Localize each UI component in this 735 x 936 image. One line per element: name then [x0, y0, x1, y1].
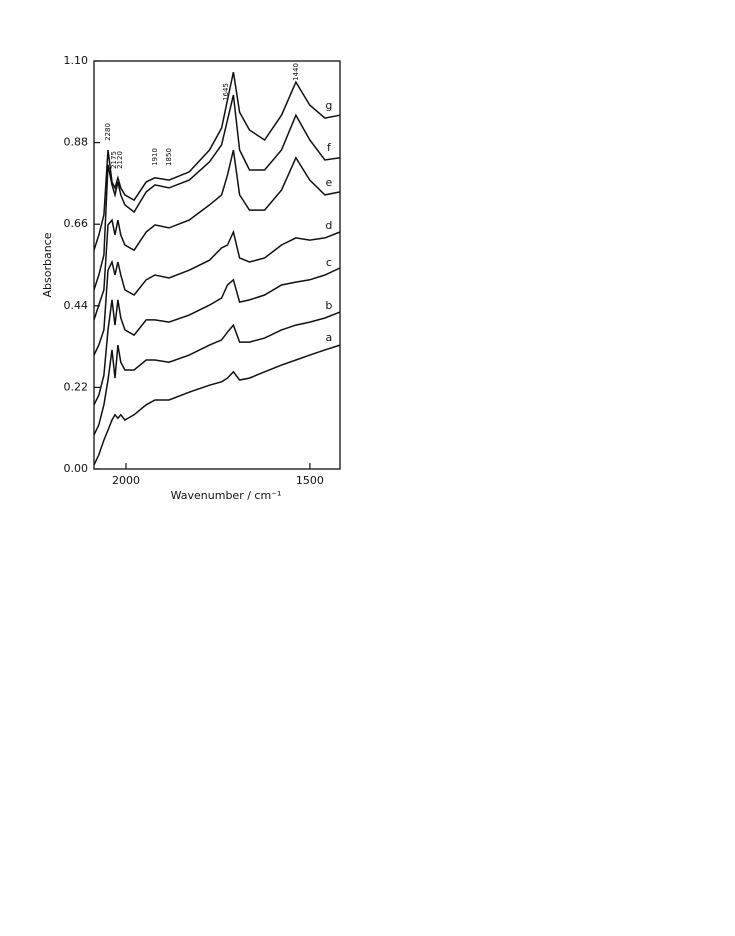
- x-tick-label: 1500: [296, 474, 324, 487]
- peak-annotation: 1440: [292, 63, 300, 81]
- peak-annotation: 2280: [104, 123, 112, 141]
- y-tick-label: 0.00: [64, 462, 89, 475]
- peak-annotation: 1910: [151, 148, 159, 166]
- peak-annotation: 1645: [222, 83, 230, 101]
- series-label: a: [326, 331, 333, 344]
- series-label: d: [325, 219, 332, 232]
- peak-annotation: 2175: [110, 151, 118, 169]
- spectrum-line: [93, 149, 341, 321]
- series-label: c: [326, 256, 332, 269]
- y-tick-label: 0.22: [64, 380, 89, 393]
- spectrum-line: [93, 71, 341, 251]
- x-axis-label: Wavenumber / cm⁻¹: [171, 489, 282, 502]
- y-tick-label: 1.10: [64, 54, 89, 67]
- spectrum-line: [93, 94, 341, 291]
- spectrum-line: [93, 344, 341, 466]
- peak-annotation: 2120: [116, 151, 124, 169]
- y-tick-label: 0.88: [64, 136, 89, 149]
- y-tick-label: 0.44: [64, 299, 89, 312]
- x-tick-label: 2000: [112, 474, 140, 487]
- peak-annotation: 1850: [165, 148, 173, 166]
- series-label: f: [327, 141, 332, 154]
- spectrum-line: [93, 311, 341, 436]
- y-axis-label: Absorbance: [41, 232, 54, 297]
- series-label: e: [326, 176, 333, 189]
- y-tick-label: 0.66: [64, 217, 89, 230]
- spectrum-line: [93, 267, 341, 406]
- plot-frame: [93, 60, 341, 470]
- series-label: b: [325, 299, 332, 312]
- spectrum-line: [93, 229, 341, 356]
- series-label: g: [325, 99, 332, 112]
